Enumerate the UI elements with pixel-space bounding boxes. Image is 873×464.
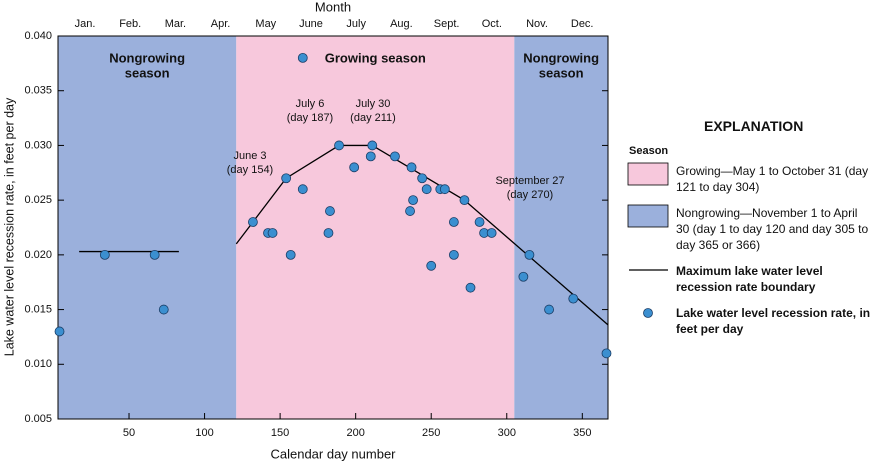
- month-label: Mar.: [165, 18, 186, 30]
- y-tick-label: 0.035: [24, 85, 52, 97]
- y-tick-label: 0.025: [24, 194, 52, 206]
- season-region: [58, 36, 237, 419]
- data-point: [54, 326, 65, 337]
- month-label: May: [255, 18, 276, 30]
- data-point: [297, 184, 308, 195]
- data-point: [474, 217, 485, 227]
- data-point: [465, 282, 476, 293]
- legend-label: Maximum lake water level recession rate …: [676, 264, 823, 294]
- month-label: Jan.: [75, 18, 96, 30]
- data-point: [486, 228, 497, 238]
- legend-subtitle: Season: [629, 145, 669, 157]
- data-point: [248, 217, 258, 227]
- legend-title: EXPLANATION: [704, 118, 804, 134]
- annotation: July 6: [296, 98, 325, 110]
- y-tick-label: 0.005: [24, 413, 52, 425]
- data-point: [426, 260, 437, 271]
- x-tick-label: 350: [573, 427, 591, 439]
- x-axis-label: Calendar day number: [270, 446, 396, 461]
- data-point: [524, 249, 535, 260]
- month-label: Dec.: [571, 18, 594, 30]
- boundary-line: [79, 144, 609, 326]
- top-axis-label: Month: [315, 0, 351, 14]
- x-tick-label: 50: [123, 427, 135, 439]
- x-tick-label: 200: [346, 427, 364, 439]
- region-label: season: [125, 65, 170, 80]
- region-label: season: [539, 65, 584, 80]
- x-tick-label: 100: [195, 427, 213, 439]
- region-label: Nongrowing: [523, 50, 599, 65]
- month-label: July: [346, 18, 366, 30]
- season-region: [514, 36, 608, 419]
- annotation: (day 154): [227, 164, 273, 176]
- data-point: [349, 162, 360, 173]
- legend-swatch: [627, 204, 669, 228]
- data-point: [459, 195, 470, 206]
- data-point: [281, 173, 292, 184]
- data-point: [325, 206, 335, 216]
- data-point: [421, 184, 432, 195]
- season-region: [236, 36, 515, 419]
- data-point: [297, 52, 308, 63]
- data-point: [601, 348, 612, 359]
- y-tick-label: 0.015: [24, 303, 52, 315]
- region-label: Growing season: [325, 50, 426, 65]
- data-point: [367, 140, 378, 151]
- month-label: Oct.: [482, 18, 502, 30]
- legend-swatch: [643, 308, 653, 318]
- data-point: [99, 249, 110, 260]
- data-point: [149, 249, 160, 260]
- x-tick-label: 300: [498, 427, 516, 439]
- data-point: [267, 228, 278, 238]
- plot-frame: [57, 35, 609, 420]
- region-label: Nongrowing: [109, 50, 185, 65]
- data-point: [390, 151, 400, 162]
- data-point: [408, 195, 418, 206]
- data-point: [568, 293, 579, 304]
- data-point: [448, 217, 459, 227]
- data-point: [417, 173, 428, 184]
- annotation: (day 187): [287, 112, 333, 124]
- annotation: June 3: [233, 150, 266, 162]
- data-point: [439, 184, 450, 195]
- annotation: September 27: [495, 175, 564, 187]
- data-point: [406, 162, 417, 173]
- y-tick-label: 0.040: [24, 30, 52, 42]
- y-tick-label: 0.030: [24, 139, 52, 151]
- month-label: June: [299, 18, 323, 30]
- data-point: [544, 304, 554, 315]
- month-label: Apr.: [211, 18, 231, 30]
- annotation: July 30: [356, 98, 391, 110]
- x-tick-label: 250: [422, 427, 440, 439]
- data-point: [334, 140, 344, 151]
- month-label: Nov.: [526, 18, 548, 30]
- y-tick-label: 0.010: [24, 358, 52, 370]
- data-point: [405, 206, 415, 216]
- data-point: [365, 151, 376, 162]
- data-point: [323, 228, 334, 238]
- legend-label: Nongrowing—November 1 to April 30 (day 1…: [676, 206, 869, 252]
- data-point: [285, 249, 296, 260]
- data-point: [518, 271, 529, 282]
- data-point: [448, 249, 459, 260]
- legend-label: Lake water level recession rate, in feet…: [676, 306, 871, 336]
- data-point: [158, 304, 169, 315]
- legend-label: Growing—May 1 to October 31 (day 121 to …: [676, 164, 869, 194]
- y-tick-label: 0.020: [24, 249, 52, 261]
- y-axis-label: Lake water level recession rate, in feet…: [2, 97, 16, 356]
- x-tick-label: 150: [271, 427, 289, 439]
- annotation: (day 270): [507, 189, 553, 201]
- month-label: Feb.: [119, 18, 141, 30]
- month-label: Aug.: [390, 18, 413, 30]
- annotation: (day 211): [350, 112, 396, 124]
- month-label: Sept.: [434, 18, 460, 30]
- legend-swatch: [627, 162, 669, 186]
